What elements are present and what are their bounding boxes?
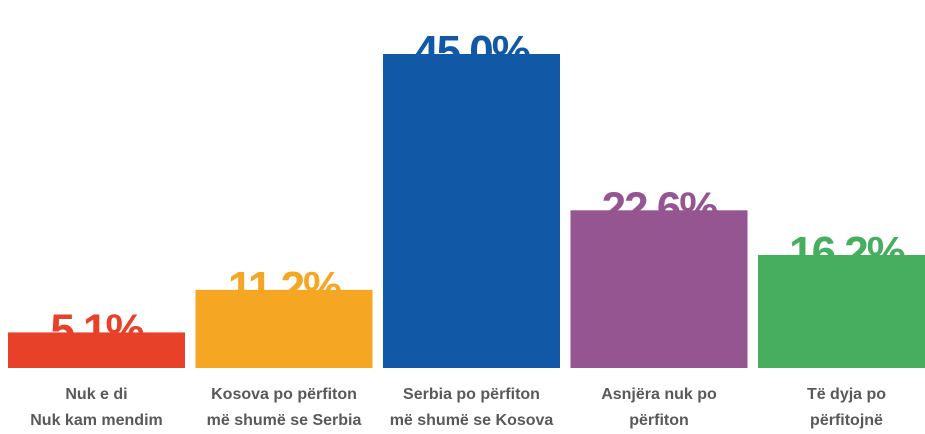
category-label: Nuk kam mendim	[30, 412, 162, 429]
value-label: 45.0%	[414, 27, 530, 76]
value-label: 22,6%	[602, 183, 718, 232]
bar	[570, 210, 748, 368]
value-label: 5.1%	[50, 305, 143, 354]
category-label: më shumë se Kosova	[390, 412, 554, 429]
value-label: 16,2%	[789, 228, 905, 277]
bar	[383, 54, 560, 368]
category-label: më shumë se Serbia	[207, 412, 362, 429]
value-label: 11,2%	[228, 263, 341, 312]
bar	[8, 332, 185, 368]
category-label: Të dyja po	[807, 386, 886, 403]
category-label: Asnjëra nuk po	[601, 386, 717, 403]
category-label: përfiton	[629, 412, 689, 429]
category-label: Nuk e di	[65, 386, 127, 403]
category-label: përfitojnë	[810, 412, 883, 429]
bar	[758, 254, 925, 368]
category-label: Serbia po përfiton	[403, 386, 540, 403]
category-label: Kosova po përfiton	[211, 386, 357, 403]
bar	[195, 289, 373, 368]
